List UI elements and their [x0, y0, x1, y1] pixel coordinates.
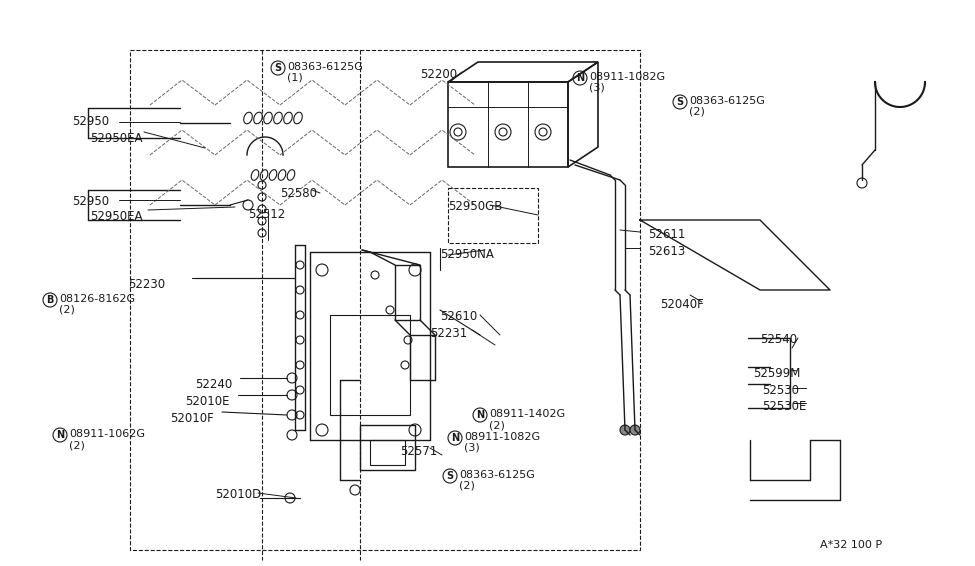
- Text: A*32 100 P: A*32 100 P: [820, 540, 882, 550]
- Circle shape: [620, 425, 630, 435]
- Text: 52950EA: 52950EA: [90, 210, 142, 223]
- Text: B: B: [47, 295, 54, 305]
- Text: 52950NA: 52950NA: [440, 248, 494, 261]
- Text: 08911-1062G: 08911-1062G: [69, 429, 145, 439]
- Text: 52231: 52231: [430, 327, 467, 340]
- Text: 08363-6125G: 08363-6125G: [459, 470, 535, 480]
- Text: N: N: [450, 433, 459, 443]
- Text: 52040F: 52040F: [660, 298, 704, 311]
- Text: 08363-6125G: 08363-6125G: [287, 62, 363, 72]
- Text: 52540: 52540: [760, 333, 798, 346]
- Text: (2): (2): [489, 420, 505, 430]
- Bar: [370, 440, 405, 465]
- Circle shape: [630, 425, 640, 435]
- Text: 52010D: 52010D: [215, 488, 261, 501]
- Text: S: S: [677, 97, 683, 107]
- Text: 08126-8162G: 08126-8162G: [59, 294, 136, 304]
- Text: 52230: 52230: [128, 278, 165, 291]
- Text: 52950: 52950: [72, 115, 109, 128]
- Text: 52512: 52512: [248, 208, 286, 221]
- Text: 52950GB: 52950GB: [448, 200, 502, 213]
- Text: 52950EA: 52950EA: [90, 132, 142, 145]
- Text: 08911-1082G: 08911-1082G: [464, 432, 540, 442]
- Text: 52610: 52610: [440, 310, 477, 323]
- Text: 52530: 52530: [762, 384, 799, 397]
- Text: 08363-6125G: 08363-6125G: [689, 96, 764, 106]
- Text: 08911-1082G: 08911-1082G: [589, 72, 665, 82]
- Text: 52010F: 52010F: [170, 412, 214, 425]
- Text: 52950: 52950: [72, 195, 109, 208]
- Bar: [360, 425, 415, 470]
- Text: (3): (3): [464, 443, 480, 453]
- Bar: [448, 82, 568, 167]
- Text: N: N: [576, 73, 584, 83]
- Bar: [448, 188, 538, 243]
- Text: 08911-1402G: 08911-1402G: [489, 409, 566, 419]
- Text: (2): (2): [59, 305, 75, 315]
- Text: 52613: 52613: [648, 245, 685, 258]
- Text: 52200: 52200: [420, 68, 457, 81]
- Text: 52599M: 52599M: [753, 367, 800, 380]
- Text: 52010E: 52010E: [185, 395, 229, 408]
- Text: (3): (3): [589, 83, 604, 93]
- Text: N: N: [476, 410, 484, 420]
- Text: (2): (2): [69, 440, 85, 450]
- Text: 52530E: 52530E: [762, 400, 806, 413]
- Text: (1): (1): [287, 73, 303, 83]
- Bar: [130, 50, 640, 550]
- Text: S: S: [447, 471, 453, 481]
- Text: S: S: [274, 63, 282, 73]
- Text: N: N: [56, 430, 64, 440]
- Text: 52240: 52240: [195, 378, 232, 391]
- Text: 52611: 52611: [648, 228, 685, 241]
- Text: (2): (2): [689, 107, 705, 117]
- Text: 52571: 52571: [400, 445, 437, 458]
- Bar: [330, 315, 410, 415]
- Text: 52580: 52580: [280, 187, 317, 200]
- Text: (2): (2): [459, 481, 475, 491]
